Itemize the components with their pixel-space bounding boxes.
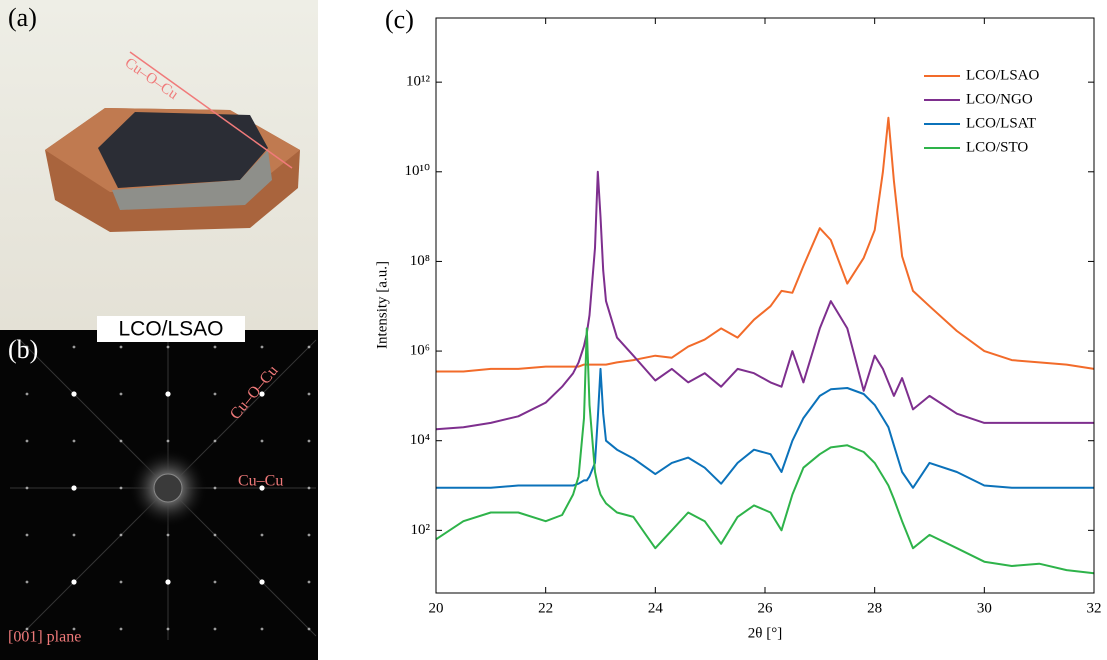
x-tick-label: 28	[867, 600, 882, 616]
spot	[25, 345, 29, 349]
x-tick-label: 20	[429, 600, 444, 616]
spot	[213, 439, 217, 443]
spot	[260, 533, 264, 537]
y-tick-label: 10⁴	[410, 432, 430, 448]
spot	[25, 486, 29, 490]
spot	[260, 345, 264, 349]
diffraction-image	[0, 330, 318, 660]
legend-label: LCO/NGO	[966, 91, 1033, 107]
spot	[119, 580, 123, 584]
spot	[72, 345, 76, 349]
spot	[260, 627, 264, 631]
spot	[307, 486, 311, 490]
spot	[213, 580, 217, 584]
y-tick-label: 10¹⁰	[404, 163, 430, 179]
x-tick-label: 30	[977, 600, 992, 616]
spot	[166, 345, 170, 349]
spot	[119, 439, 123, 443]
panel-label: (a)	[8, 3, 37, 32]
spot	[165, 579, 171, 585]
spot	[260, 439, 264, 443]
spot	[213, 486, 217, 490]
spot	[307, 580, 311, 584]
spot	[307, 627, 311, 631]
spot	[213, 627, 217, 631]
legend-label: LCO/LSAO	[966, 67, 1040, 83]
spot	[166, 627, 170, 631]
spot	[71, 391, 77, 397]
spot	[72, 533, 76, 537]
y-tick-label: 10²	[411, 522, 431, 538]
spot	[25, 439, 29, 443]
spot	[213, 533, 217, 537]
spot	[25, 392, 29, 396]
spot	[72, 627, 76, 631]
y-tick-label: 10⁸	[410, 253, 430, 269]
series-line	[436, 116, 1095, 373]
spot	[307, 533, 311, 537]
spot	[25, 627, 29, 631]
x-tick-label: 26	[758, 600, 774, 616]
x-tick-label: 32	[1087, 600, 1102, 616]
spot	[71, 579, 77, 585]
panel-label: (c)	[385, 5, 414, 34]
spot	[166, 533, 170, 537]
spot	[259, 391, 265, 397]
y-axis-label: Intensity [a.u.]	[374, 261, 390, 349]
spot	[165, 391, 171, 397]
spot	[307, 439, 311, 443]
spot	[119, 345, 123, 349]
x-axis-label: 2θ [°]	[748, 625, 782, 641]
x-tick-label: 22	[538, 600, 553, 616]
spot	[119, 533, 123, 537]
spot	[119, 392, 123, 396]
spot	[119, 486, 123, 490]
spot	[259, 485, 265, 491]
spot	[71, 485, 77, 491]
photo	[0, 0, 318, 330]
panel-label: (b)	[8, 335, 38, 364]
y-tick-label: 10¹²	[406, 74, 430, 90]
plot-frame	[435, 17, 1095, 594]
spot	[213, 345, 217, 349]
caption: LCO/LSAO	[118, 318, 223, 341]
spot	[213, 392, 217, 396]
spot	[72, 439, 76, 443]
spot	[25, 580, 29, 584]
series-line	[435, 327, 1095, 575]
annotation: [001] plane	[8, 629, 81, 646]
spot	[119, 627, 123, 631]
spot	[307, 345, 311, 349]
annotation: Cu–Cu	[238, 473, 283, 490]
legend-label: LCO/LSAT	[966, 115, 1036, 131]
spot	[166, 439, 170, 443]
series-line	[436, 367, 1094, 489]
legend-label: LCO/STO	[966, 139, 1028, 155]
caption-box	[97, 316, 245, 342]
cut-line	[129, 51, 293, 169]
spot	[307, 392, 311, 396]
spot	[259, 579, 265, 585]
series-line	[435, 170, 1094, 431]
spot	[25, 533, 29, 537]
x-tick-label: 24	[648, 600, 664, 616]
y-tick-label: 10⁶	[410, 343, 430, 359]
